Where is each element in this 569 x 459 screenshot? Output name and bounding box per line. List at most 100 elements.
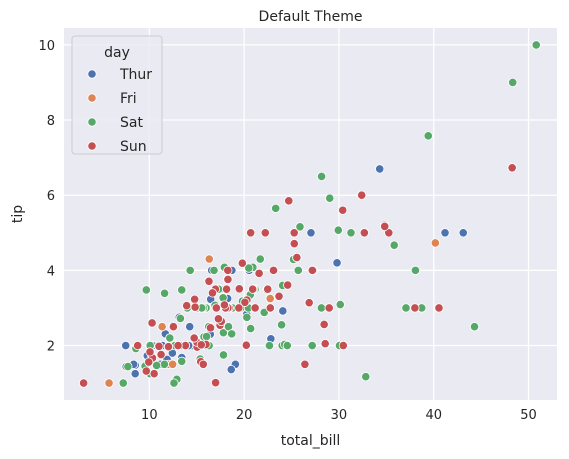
data-point xyxy=(320,339,330,349)
data-point xyxy=(244,263,254,273)
data-point xyxy=(410,303,420,313)
series-sun xyxy=(79,163,517,388)
data-point xyxy=(316,303,327,313)
x-tick-labels: 10 20 30 40 50 xyxy=(141,408,537,423)
y-tick-label: 6 xyxy=(47,189,55,204)
legend-label: Thur xyxy=(119,67,152,83)
data-point xyxy=(133,340,143,351)
data-point xyxy=(205,323,216,333)
data-point xyxy=(163,342,174,352)
data-point xyxy=(306,228,316,238)
data-point xyxy=(240,297,250,307)
data-point xyxy=(177,356,187,366)
data-point xyxy=(79,378,89,388)
data-point xyxy=(401,303,411,313)
data-point xyxy=(168,359,178,369)
legend-marker xyxy=(87,117,97,127)
data-point xyxy=(121,340,131,351)
data-point xyxy=(218,350,229,360)
x-tick-label: 40 xyxy=(425,408,442,423)
data-point xyxy=(204,254,214,264)
y-tick-label: 4 xyxy=(47,264,55,279)
legend-items: Thur Fri Sat Sun xyxy=(87,67,152,155)
data-point xyxy=(469,322,480,332)
data-point xyxy=(307,340,317,351)
legend-label: Sat xyxy=(120,115,143,131)
data-point xyxy=(278,306,288,316)
data-point xyxy=(268,265,279,275)
data-point xyxy=(380,221,390,231)
x-tick-label: 20 xyxy=(236,408,253,423)
data-point xyxy=(182,301,192,311)
data-point xyxy=(338,205,348,215)
data-point xyxy=(284,196,294,206)
data-point xyxy=(375,164,385,174)
data-point xyxy=(152,360,162,371)
data-point xyxy=(295,222,305,232)
data-point xyxy=(283,280,293,290)
data-point xyxy=(250,303,260,313)
legend-item-sat: Sat xyxy=(87,115,143,131)
data-point xyxy=(189,333,199,343)
data-point xyxy=(234,284,244,294)
data-point xyxy=(190,302,200,312)
data-point xyxy=(359,228,369,238)
legend-label: Sun xyxy=(120,139,147,155)
data-point xyxy=(332,258,342,268)
legend-marker xyxy=(87,69,97,79)
data-point xyxy=(185,322,195,332)
data-point xyxy=(175,313,186,324)
data-point xyxy=(144,357,154,367)
data-point xyxy=(246,324,256,334)
data-point xyxy=(241,340,251,350)
data-point xyxy=(130,369,140,379)
data-point xyxy=(361,372,371,382)
data-point xyxy=(219,300,230,310)
data-point xyxy=(316,171,327,182)
data-point xyxy=(282,340,292,351)
legend-title: day xyxy=(104,45,130,61)
legend-marker xyxy=(87,93,97,103)
data-point xyxy=(185,265,195,275)
data-point xyxy=(201,331,212,342)
data-point xyxy=(260,228,270,238)
data-point xyxy=(338,340,348,351)
data-point xyxy=(154,341,164,351)
data-point xyxy=(259,307,269,318)
data-point xyxy=(440,228,450,238)
data-point xyxy=(346,228,356,238)
data-point xyxy=(141,285,151,295)
data-point xyxy=(198,359,208,369)
data-point xyxy=(293,265,303,275)
data-point xyxy=(223,265,233,275)
x-tick-label: 30 xyxy=(331,408,348,423)
data-point xyxy=(177,285,187,295)
data-point xyxy=(156,349,166,360)
legend-item-sun: Sun xyxy=(87,139,147,155)
legend-item-thur: Thur xyxy=(87,67,152,83)
data-point xyxy=(264,340,275,351)
data-point xyxy=(173,340,183,351)
data-point xyxy=(223,274,233,284)
data-point xyxy=(384,228,394,238)
data-point xyxy=(221,284,232,294)
data-point xyxy=(304,298,314,308)
data-point xyxy=(423,131,433,141)
data-point xyxy=(227,329,237,339)
data-point xyxy=(357,190,367,200)
legend-item-fri: Fri xyxy=(87,91,137,107)
y-tick-label: 8 xyxy=(47,114,55,129)
legend-label: Fri xyxy=(120,91,137,107)
data-point xyxy=(248,284,258,294)
data-point xyxy=(292,252,302,263)
data-point xyxy=(335,299,345,310)
x-axis-label: total_bill xyxy=(281,433,341,449)
y-tick-labels: 2 4 6 8 10 xyxy=(38,39,55,355)
data-point xyxy=(149,369,159,379)
x-tick-label: 50 xyxy=(520,408,537,423)
data-point xyxy=(300,359,310,369)
data-point xyxy=(434,303,444,313)
y-tick-label: 2 xyxy=(47,340,55,355)
y-axis-label: tip xyxy=(10,205,26,223)
